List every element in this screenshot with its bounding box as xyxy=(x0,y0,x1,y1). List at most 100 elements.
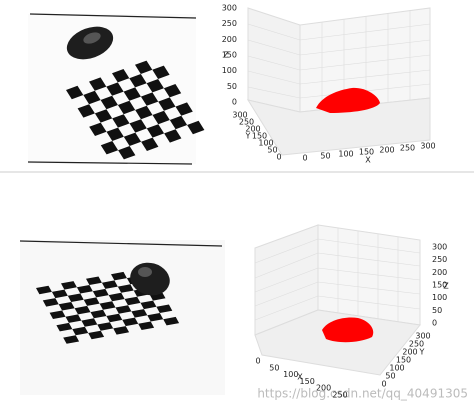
board-square xyxy=(169,115,188,130)
x-tick-label: 100 xyxy=(338,150,353,159)
z-axis-label: Z xyxy=(443,282,449,291)
board-square xyxy=(108,292,125,302)
board-square xyxy=(100,95,118,110)
board-square xyxy=(106,313,123,323)
board-square xyxy=(89,122,107,136)
y-tick-label: 150 xyxy=(396,356,411,365)
board-square xyxy=(99,301,116,310)
board-square xyxy=(83,90,101,105)
board-square xyxy=(123,87,141,101)
board-square xyxy=(129,119,147,133)
board-square xyxy=(135,105,153,120)
z-tick-label: 300 xyxy=(222,4,237,13)
board-square xyxy=(111,271,127,281)
board-square xyxy=(187,120,205,135)
board-square xyxy=(138,321,155,330)
board-square xyxy=(140,92,159,106)
board-square xyxy=(77,104,95,118)
y-tick-label: 100 xyxy=(389,364,404,373)
board-square xyxy=(74,305,91,315)
x-tick-label: 200 xyxy=(379,146,394,155)
board-square xyxy=(124,296,141,306)
z-tick-label: 0 xyxy=(232,98,237,107)
board-square xyxy=(131,309,148,318)
y-tick-label: 200 xyxy=(402,348,417,357)
x-tick-label: 0 xyxy=(255,357,260,366)
board-square xyxy=(56,322,73,332)
board-square xyxy=(163,84,182,98)
photo-top xyxy=(27,13,205,165)
board-square xyxy=(97,322,114,331)
board-square xyxy=(94,109,113,123)
point-cloud xyxy=(316,87,380,113)
z-tick-label: 200 xyxy=(222,35,237,44)
y-tick-label: 100 xyxy=(258,139,273,148)
board-square xyxy=(51,289,68,299)
board-square xyxy=(146,124,165,138)
photo-bottom xyxy=(19,240,225,395)
plot-top-grid xyxy=(246,7,431,156)
board-square xyxy=(158,97,176,111)
z-tick-label: 100 xyxy=(222,66,237,75)
y-tick-label: 300 xyxy=(415,332,430,341)
board-square xyxy=(112,69,130,83)
y-axis-label: Y xyxy=(245,132,251,141)
board-square xyxy=(147,312,164,322)
board-square xyxy=(65,314,82,323)
board-square xyxy=(66,85,84,100)
board-square xyxy=(152,65,170,80)
board-square xyxy=(72,326,89,336)
board-square xyxy=(175,102,193,116)
y-tick-label: 0 xyxy=(276,153,281,162)
board-square xyxy=(63,335,80,344)
board-square xyxy=(76,285,93,294)
board-square xyxy=(106,127,124,141)
board-square xyxy=(90,309,107,319)
board-square xyxy=(122,317,139,327)
x-tick-label: 200 xyxy=(316,384,331,393)
board-square xyxy=(152,110,170,125)
z-tick-label: 150 xyxy=(432,281,447,290)
board-square xyxy=(101,280,118,289)
board-square xyxy=(106,82,124,96)
board-square xyxy=(163,316,180,326)
x-axis-label: X xyxy=(365,156,371,165)
board-square xyxy=(88,330,105,340)
board-square xyxy=(123,132,142,146)
x-tick-label: 150 xyxy=(300,377,315,386)
y-tick-label: 200 xyxy=(245,125,260,134)
x-tick-label: 50 xyxy=(320,152,330,161)
z-tick-label: 0 xyxy=(432,319,437,328)
x-tick-label: 300 xyxy=(420,142,435,151)
board-square xyxy=(141,137,159,151)
x-tick-label: 150 xyxy=(359,148,374,157)
board-square xyxy=(58,301,75,311)
board-square xyxy=(140,300,157,310)
plot-bottom-grid xyxy=(254,224,421,376)
board-square xyxy=(117,284,134,293)
board-square xyxy=(67,293,84,302)
z-tick-label: 300 xyxy=(432,243,447,252)
board-square xyxy=(115,305,132,314)
z-tick-label: 150 xyxy=(222,51,237,60)
board-square xyxy=(92,288,109,298)
z-tick-label: 100 xyxy=(432,293,447,302)
x-axis-label: X xyxy=(297,373,303,382)
board-square xyxy=(135,60,153,75)
y-tick-label: 250 xyxy=(409,340,424,349)
board-square xyxy=(83,297,100,306)
z-tick-label: 250 xyxy=(432,255,447,264)
board-square xyxy=(86,276,102,285)
y-tick-label: 0 xyxy=(381,380,386,389)
board-square xyxy=(118,145,136,160)
point-cloud xyxy=(322,317,374,343)
board-square xyxy=(112,114,130,128)
watermark: https://blog.csdn.net/qq_40491305 xyxy=(257,387,468,401)
x-tick-label: 250 xyxy=(332,391,347,400)
y-axis-label: Y xyxy=(419,348,425,357)
y-tick-label: 250 xyxy=(239,118,254,127)
y-tick-label: 150 xyxy=(252,132,267,141)
board-square xyxy=(100,140,119,155)
y-tick-label: 50 xyxy=(385,372,395,381)
z-axis-label: Z xyxy=(223,51,229,60)
